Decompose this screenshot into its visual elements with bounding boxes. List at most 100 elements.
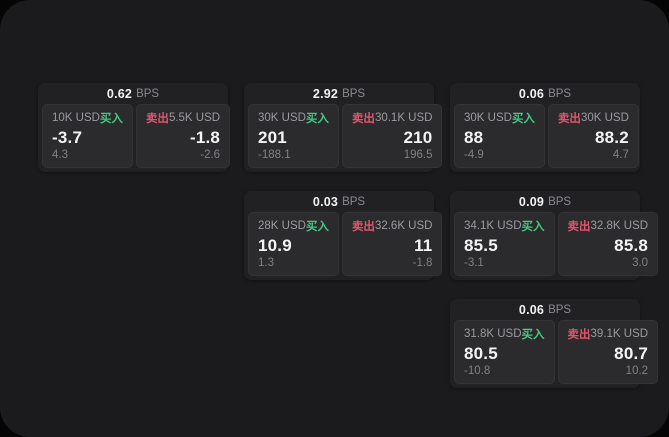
sell-delta: 3.0: [632, 256, 649, 269]
card-body: 30K USD 买入 88 -4.9 卖出 30K USD 88.2 4.7: [454, 104, 639, 168]
buy-panel[interactable]: 30K USD 买入 201 -188.1: [248, 104, 339, 168]
sell-panel-top: 卖出 30K USD: [558, 110, 629, 126]
buy-delta: 4.3: [52, 148, 68, 161]
quote-card-2[interactable]: 2.92 BPS 30K USD 买入 201 -188.1 卖出 30.1K …: [244, 83, 443, 172]
sell-panel[interactable]: 卖出 32.8K USD 85.8 3.0: [557, 212, 659, 276]
buy-panel[interactable]: 31.8K USD 买入 80.5 -10.8: [454, 320, 555, 384]
buy-label: 买入: [521, 221, 545, 233]
sell-panel-top: 卖出 30.1K USD: [352, 110, 433, 126]
card-body: 10K USD 买入 -3.7 4.3 卖出 5.5K USD -1.8 -2.…: [42, 104, 231, 168]
sell-panel-top: 卖出 39.1K USD: [568, 326, 649, 342]
quote-card-5[interactable]: 0.09 BPS 34.1K USD 买入 85.5 -3.1 卖出 32.8K…: [450, 191, 659, 280]
sell-label: 卖出: [567, 221, 591, 233]
sell-delta: 4.7: [612, 148, 629, 161]
sell-amount: 30.1K USD: [374, 112, 433, 124]
sell-panel[interactable]: 卖出 30K USD 88.2 4.7: [547, 104, 639, 168]
sell-amount: 30K USD: [580, 112, 629, 124]
sell-amount: 5.5K USD: [168, 112, 221, 124]
card-body: 31.8K USD 买入 80.5 -10.8 卖出 39.1K USD 80.…: [454, 320, 659, 384]
sell-price: 210: [403, 128, 433, 148]
buy-amount: 10K USD: [52, 112, 100, 124]
quote-grid: 0.62 BPS 10K USD 买入 -3.7 4.3 卖出 5.5K USD…: [38, 83, 659, 388]
buy-price: 10.9: [258, 236, 292, 256]
quote-card-1[interactable]: 0.62 BPS 10K USD 买入 -3.7 4.3 卖出 5.5K USD…: [38, 83, 231, 172]
buy-delta: 1.3: [258, 256, 274, 269]
bps-unit-label: BPS: [548, 195, 572, 208]
card-body: 30K USD 买入 201 -188.1 卖出 30.1K USD 210 1…: [248, 104, 443, 168]
bps-unit-label: BPS: [342, 195, 366, 208]
buy-price: 85.5: [464, 236, 498, 256]
card-header: 0.06 BPS: [454, 83, 636, 104]
card-header: 0.03 BPS: [248, 191, 430, 212]
buy-label: 买入: [521, 329, 545, 341]
bps-unit-label: BPS: [136, 87, 160, 100]
buy-price: 88: [464, 128, 484, 148]
buy-panel[interactable]: 34.1K USD 买入 85.5 -3.1: [454, 212, 555, 276]
buy-label: 买入: [305, 113, 329, 125]
bps-value: 0.62: [106, 86, 133, 101]
card-header: 0.06 BPS: [454, 299, 636, 320]
card-header: 2.92 BPS: [248, 83, 430, 104]
sell-panel[interactable]: 卖出 30.1K USD 210 196.5: [341, 104, 443, 168]
buy-amount: 30K USD: [464, 112, 512, 124]
card-body: 34.1K USD 买入 85.5 -3.1 卖出 32.8K USD 85.8…: [454, 212, 659, 276]
sell-delta: 196.5: [403, 148, 433, 161]
sell-panel-top: 卖出 32.8K USD: [568, 218, 649, 234]
buy-panel-top: 28K USD 买入: [258, 218, 329, 234]
bps-unit-label: BPS: [548, 87, 572, 100]
card-header: 0.62 BPS: [42, 83, 224, 104]
buy-panel[interactable]: 28K USD 买入 10.9 1.3: [248, 212, 339, 276]
sell-label: 卖出: [567, 329, 591, 341]
quote-card-4[interactable]: 0.03 BPS 28K USD 买入 10.9 1.3 卖出 32.6K US…: [244, 191, 443, 280]
sell-price: 88.2: [594, 128, 629, 148]
sell-delta: -2.6: [200, 148, 221, 161]
buy-delta: -188.1: [258, 148, 291, 161]
buy-panel[interactable]: 10K USD 买入 -3.7 4.3: [42, 104, 133, 168]
sell-price: -1.8: [189, 128, 221, 148]
buy-price: -3.7: [52, 128, 83, 148]
buy-price: 201: [258, 128, 287, 148]
sell-panel[interactable]: 卖出 5.5K USD -1.8 -2.6: [135, 104, 231, 168]
sell-panel-top: 卖出 32.6K USD: [352, 218, 433, 234]
sell-label: 卖出: [145, 113, 169, 125]
buy-amount: 28K USD: [258, 220, 306, 232]
buy-label: 买入: [99, 113, 123, 125]
buy-amount: 31.8K USD: [464, 328, 522, 340]
buy-panel-top: 30K USD 买入: [464, 110, 535, 126]
sell-amount: 32.8K USD: [590, 220, 649, 232]
buy-panel[interactable]: 30K USD 买入 88 -4.9: [454, 104, 545, 168]
bps-value: 0.06: [518, 86, 545, 101]
bps-value: 0.06: [518, 302, 545, 317]
buy-panel-top: 31.8K USD 买入: [464, 326, 545, 342]
buy-delta: -10.8: [464, 364, 491, 377]
bps-value: 0.03: [312, 194, 339, 209]
quote-card-3[interactable]: 0.06 BPS 30K USD 买入 88 -4.9 卖出 30K USD 8…: [450, 83, 640, 172]
bps-unit-label: BPS: [342, 87, 366, 100]
card-body: 28K USD 买入 10.9 1.3 卖出 32.6K USD 11 -1.8: [248, 212, 443, 276]
quote-card-6[interactable]: 0.06 BPS 31.8K USD 买入 80.5 -10.8 卖出 39.1…: [450, 299, 659, 388]
buy-delta: -3.1: [464, 256, 484, 269]
buy-panel-top: 30K USD 买入: [258, 110, 329, 126]
sell-price: 85.8: [614, 236, 649, 256]
sell-delta: 10.2: [625, 364, 649, 377]
card-header: 0.09 BPS: [454, 191, 636, 212]
buy-price: 80.5: [464, 344, 498, 364]
sell-amount: 39.1K USD: [590, 328, 649, 340]
sell-label: 卖出: [351, 113, 375, 125]
buy-panel-top: 34.1K USD 买入: [464, 218, 545, 234]
buy-delta: -4.9: [464, 148, 484, 161]
sell-panel[interactable]: 卖出 39.1K USD 80.7 10.2: [557, 320, 659, 384]
bps-unit-label: BPS: [548, 303, 572, 316]
sell-panel[interactable]: 卖出 32.6K USD 11 -1.8: [341, 212, 443, 276]
sell-delta: -1.8: [412, 256, 433, 269]
sell-amount: 32.6K USD: [374, 220, 433, 232]
sell-price: 80.7: [614, 344, 649, 364]
bps-value: 0.09: [518, 194, 545, 209]
sell-price: 11: [414, 236, 433, 256]
buy-panel-top: 10K USD 买入: [52, 110, 123, 126]
buy-amount: 30K USD: [258, 112, 306, 124]
buy-label: 买入: [305, 221, 329, 233]
buy-amount: 34.1K USD: [464, 220, 522, 232]
sell-label: 卖出: [351, 221, 375, 233]
